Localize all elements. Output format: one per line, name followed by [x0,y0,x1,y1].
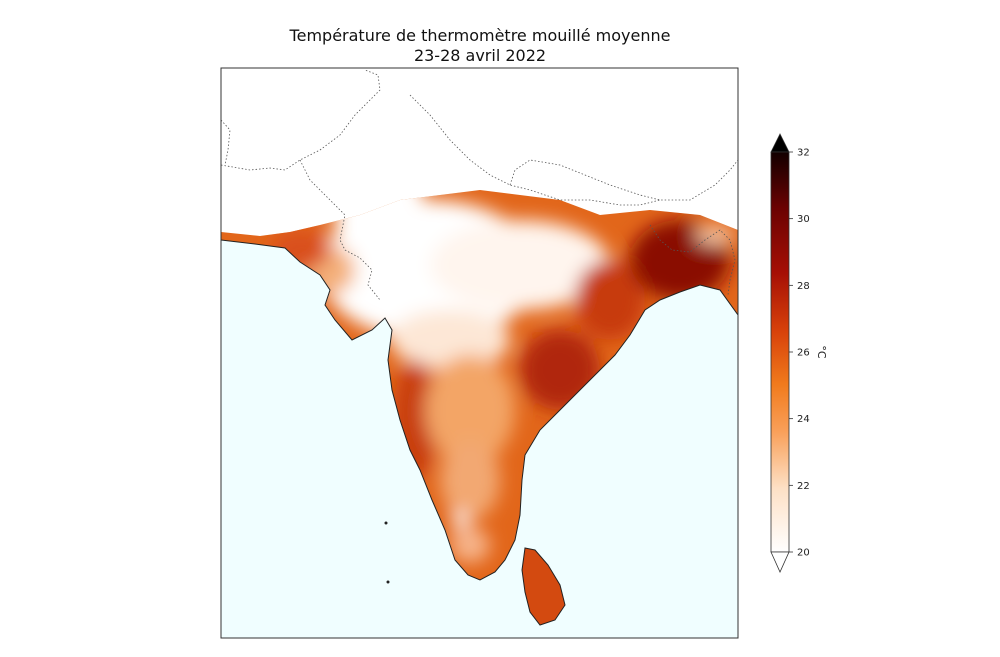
map-title: Température de thermomètre mouillé moyen… [289,26,671,45]
colorbar-tick-label: 22 [797,481,810,492]
sri-lanka-island [521,547,566,626]
colorbar-tick-label: 32 [797,148,810,159]
northern-land-no-data [221,68,738,236]
colorbar-extend-max [770,133,790,153]
island-marker [386,580,390,584]
map-subtitle: 23-28 avril 2022 [413,46,547,65]
map-area [221,68,738,638]
colorbar-tick-label: 30 [797,214,810,225]
coastline [221,239,738,581]
country-border [509,159,738,201]
colorbar-unit-label: °C [815,345,828,359]
colorbar-tick-label: 20 [797,548,810,559]
colorbar-tick-label: 24 [797,414,810,425]
country-border [221,69,381,301]
colorbar-extend-min [770,551,790,573]
colorbar-tick-label: 28 [797,281,810,292]
country-border [649,224,736,296]
island-marker [384,521,388,525]
colorbar-ticks: 20 22 24 26 28 30 32 [789,148,810,559]
map-frame [220,67,739,639]
colorbar-gradient [770,151,790,553]
colorbar: 20 22 24 26 28 30 32 °C [770,133,828,573]
colorbar-tick-label: 26 [797,348,810,359]
